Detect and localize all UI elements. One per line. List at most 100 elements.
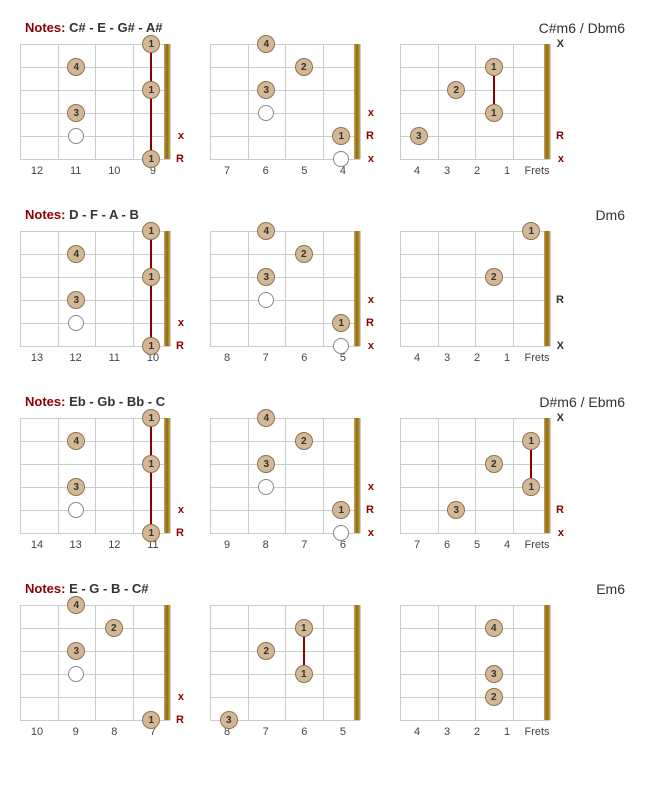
finger-dot: 1 — [142, 337, 160, 355]
fret-line — [513, 418, 514, 533]
fret-line — [550, 44, 551, 159]
fret-line — [475, 605, 476, 720]
fret-line — [210, 231, 211, 346]
string-line — [20, 628, 170, 629]
open-dot — [258, 292, 274, 308]
fret-line — [323, 605, 324, 720]
fret-line — [58, 418, 59, 533]
fret-line — [475, 44, 476, 159]
fret-number: 3 — [432, 726, 462, 738]
open-dot — [68, 315, 84, 331]
string-line — [210, 254, 360, 255]
chord-diagram: 1213RxX7654Frets — [400, 418, 554, 551]
string-line — [20, 254, 170, 255]
nut — [164, 605, 170, 720]
finger-dot: 1 — [485, 58, 503, 76]
finger-dot: 4 — [257, 222, 275, 240]
fret-line — [438, 418, 439, 533]
string-line — [400, 323, 550, 324]
fret-number: 1 — [492, 726, 522, 738]
fret-line — [248, 44, 249, 159]
chord-diagram: 4324321Frets — [400, 605, 554, 738]
finger-dot: 1 — [522, 432, 540, 450]
nut — [544, 44, 550, 159]
nut — [354, 231, 360, 346]
fret-line — [323, 231, 324, 346]
fret-number: 7 — [402, 539, 432, 551]
open-dot — [333, 151, 349, 167]
finger-dot: 2 — [485, 455, 503, 473]
fret-number: 8 — [99, 726, 129, 738]
fret-number: 4 — [402, 726, 432, 738]
chord-diagram: 4231xRx8765 — [210, 231, 360, 364]
fret-line — [95, 44, 96, 159]
string-marker: R — [366, 317, 374, 329]
fret-number: 2 — [462, 726, 492, 738]
open-dot — [333, 338, 349, 354]
string-marker: R — [366, 504, 374, 516]
diagrams-container: 14131xR141312114231xRx98761213RxX7654Fre… — [20, 418, 630, 551]
fret-line — [475, 418, 476, 533]
chord-diagram: 4231xRx9876 — [210, 418, 360, 551]
finger-dot: 1 — [332, 127, 350, 145]
fret-numbers: 4321Frets — [400, 352, 554, 364]
chord-diagram: 4231xR10987 — [20, 605, 170, 738]
open-dot — [258, 105, 274, 121]
open-dot — [68, 502, 84, 518]
finger-dot: 4 — [67, 432, 85, 450]
chord-diagram: 14131xR1211109 — [20, 44, 170, 177]
fret-line — [133, 44, 134, 159]
string-line — [210, 697, 360, 698]
fret-line — [20, 231, 21, 346]
fretboard: 14131xR — [20, 231, 170, 346]
fret-number: 8 — [251, 539, 281, 551]
fret-number: 5 — [462, 539, 492, 551]
string-line — [400, 159, 550, 160]
string-line — [210, 628, 360, 629]
finger-dot: 1 — [142, 150, 160, 168]
notes-prefix: Notes: — [25, 581, 65, 596]
notes-content: C# - E - G# - A# — [69, 20, 162, 35]
fret-number: 6 — [432, 539, 462, 551]
fret-line — [550, 605, 551, 720]
fret-number: 7 — [212, 165, 242, 177]
fretboard: 14131xR — [20, 44, 170, 159]
string-x-marker: X — [557, 38, 564, 50]
string-line — [400, 697, 550, 698]
string-line — [210, 487, 360, 488]
string-line — [400, 254, 550, 255]
string-line — [400, 510, 550, 511]
fret-line — [550, 231, 551, 346]
nut — [164, 418, 170, 533]
finger-dot: 1 — [142, 711, 160, 729]
finger-dot: 3 — [257, 455, 275, 473]
fret-number: 12 — [99, 539, 129, 551]
finger-dot: 3 — [447, 501, 465, 519]
fretboard: 4231xR — [20, 605, 170, 720]
fret-number: 7 — [251, 726, 281, 738]
fret-numbers: 8765 — [210, 352, 360, 364]
string-line — [400, 605, 550, 606]
string-line — [20, 487, 170, 488]
fret-number: 8 — [212, 352, 242, 364]
fretboard: 1213RxX — [400, 44, 550, 159]
notes-label: Notes: D - F - A - B — [25, 207, 139, 223]
chord-name: D#m6 / Ebm6 — [539, 394, 625, 410]
finger-dot: 1 — [332, 314, 350, 332]
fret-line — [400, 418, 401, 533]
fret-line — [438, 44, 439, 159]
finger-dot: 1 — [522, 222, 540, 240]
finger-dot: 3 — [257, 268, 275, 286]
string-marker: R — [176, 527, 184, 539]
fret-line — [210, 44, 211, 159]
string-marker: x — [368, 107, 374, 119]
finger-dot: 3 — [67, 104, 85, 122]
string-line — [400, 113, 550, 114]
fret-number: 6 — [289, 726, 319, 738]
finger-dot: 4 — [485, 619, 503, 637]
nut — [354, 418, 360, 533]
string-marker: x — [368, 340, 374, 352]
fret-line — [20, 44, 21, 159]
notes-content: Eb - Gb - Bb - C — [69, 394, 165, 409]
string-marker: R — [556, 504, 564, 516]
